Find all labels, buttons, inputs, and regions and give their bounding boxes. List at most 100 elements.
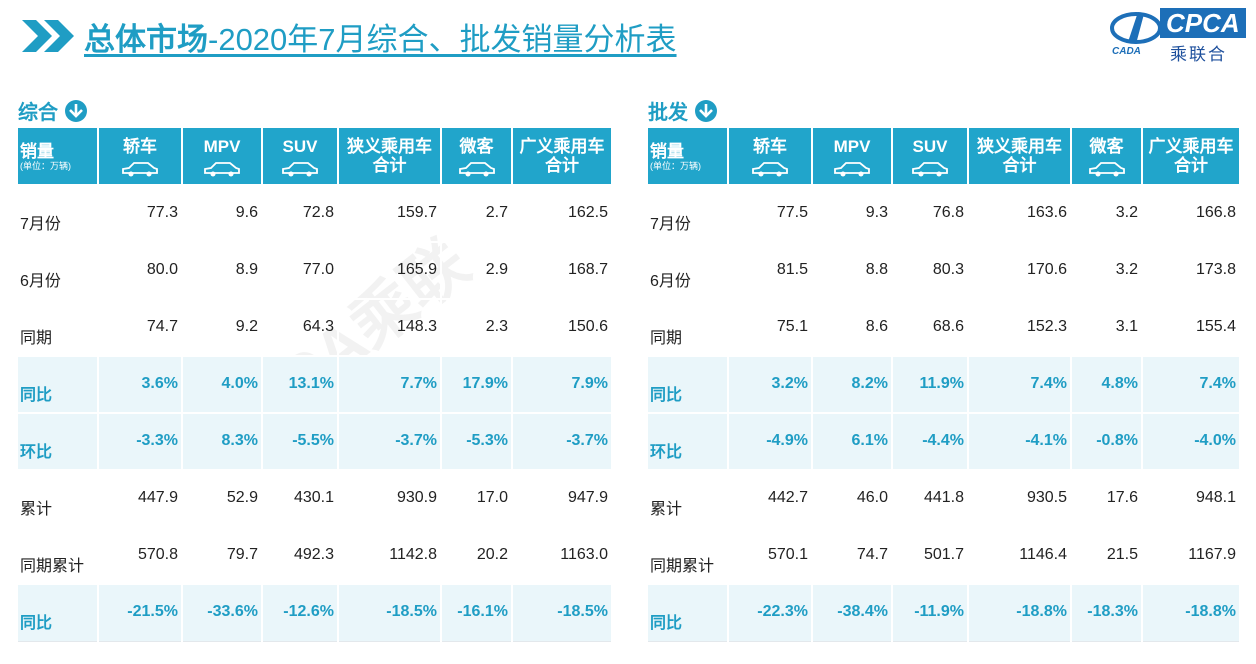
cell: -18.3% <box>1071 583 1143 642</box>
header-line: 狭义乘用车 <box>977 137 1062 156</box>
header-text: SUV <box>893 137 967 156</box>
data-row: 累计 447.9 52.9 430.1 930.9 17.0 947.9 <box>18 469 613 528</box>
cell: 75.1 <box>728 298 813 357</box>
column-header: 微客 <box>441 128 513 185</box>
cell: 77.5 <box>728 184 813 243</box>
column-header: MPV <box>182 128 263 185</box>
cell: 168.7 <box>512 241 613 300</box>
data-row: 环比 -3.3% 8.3% -5.5% -3.7% -5.3% -3.7% <box>18 412 613 471</box>
data-row: 7月份 77.5 9.3 76.8 163.6 3.2 166.8 <box>648 184 1241 243</box>
header-text: 微客 <box>442 137 511 156</box>
cell: 442.7 <box>728 469 813 528</box>
cell: 8.9 <box>182 241 263 300</box>
cell: 3.6% <box>98 355 183 414</box>
logo-mark <box>1110 12 1162 44</box>
header-text: SUV <box>263 137 337 156</box>
cell: -33.6% <box>182 583 263 642</box>
row-label: 同比 <box>18 583 99 642</box>
cell: 1167.9 <box>1142 526 1241 585</box>
column-header: 微客 <box>1071 128 1143 185</box>
cell: 3.2 <box>1071 241 1143 300</box>
cell: 4.0% <box>182 355 263 414</box>
cell: 948.1 <box>1142 469 1241 528</box>
header-line: 合计 <box>1174 156 1208 175</box>
column-header: 轿车 <box>98 128 183 185</box>
header-line: 微客 <box>1089 137 1124 156</box>
cell: 8.8 <box>812 241 893 300</box>
cell: 492.3 <box>262 526 339 585</box>
corner-cell: 销量 (单位：万辆) <box>648 128 729 185</box>
data-row: 6月份 81.5 8.8 80.3 170.6 3.2 173.8 <box>648 241 1241 300</box>
car-icon <box>458 162 495 177</box>
corner-label: 销量 <box>20 142 54 161</box>
car-icon <box>1088 162 1125 177</box>
header-line: 合计 <box>372 156 407 175</box>
row-label: 同期 <box>648 298 729 357</box>
cell: 76.8 <box>892 184 969 243</box>
cell: -3.3% <box>98 412 183 471</box>
header-line: SUV <box>912 137 948 156</box>
data-table: 销量 (单位：万辆) 轿车 MPV SUV 狭义乘用车 合计 微客 广义乘用车 合计 7月份 77.3… <box>18 128 613 642</box>
column-header: 轿车 <box>728 128 813 185</box>
header-line: MPV <box>203 137 241 156</box>
cell: 74.7 <box>812 526 893 585</box>
cell: 2.3 <box>441 298 513 357</box>
data-row: 环比 -4.9% 6.1% -4.4% -4.1% -0.8% -4.0% <box>648 412 1241 471</box>
cell: 17.9% <box>441 355 513 414</box>
section-label: 综合 <box>18 96 88 125</box>
section-label: 批发 <box>648 96 718 125</box>
cell: 13.1% <box>262 355 339 414</box>
column-header: 狭义乘用车 合计 <box>338 128 442 185</box>
row-label: 同比 <box>648 355 729 414</box>
cell: 7.9% <box>512 355 613 414</box>
cell: 2.9 <box>441 241 513 300</box>
header-text: 狭义乘用车 合计 <box>339 137 440 175</box>
cell: 3.1 <box>1071 298 1143 357</box>
cell: 166.8 <box>1142 184 1241 243</box>
cell: 3.2 <box>1071 184 1143 243</box>
cell: -18.5% <box>512 583 613 642</box>
row-label: 同期累计 <box>18 526 99 585</box>
cell: 163.6 <box>968 184 1072 243</box>
corner-label: 销量 <box>650 142 684 161</box>
header-line: MPV <box>833 137 871 156</box>
header-line: 微客 <box>459 137 494 156</box>
cell: 20.2 <box>441 526 513 585</box>
cell: -18.5% <box>338 583 442 642</box>
cell: -38.4% <box>812 583 893 642</box>
car-icon <box>204 162 240 177</box>
car-icon <box>282 162 318 177</box>
data-row: 同期 75.1 8.6 68.6 152.3 3.1 155.4 <box>648 298 1241 357</box>
cell: 3.2% <box>728 355 813 414</box>
cell: -3.7% <box>512 412 613 471</box>
data-row: 7月份 77.3 9.6 72.8 159.7 2.7 162.5 <box>18 184 613 243</box>
cell: 9.3 <box>812 184 893 243</box>
cell: 8.2% <box>812 355 893 414</box>
cell: 77.3 <box>98 184 183 243</box>
row-label: 同比 <box>648 583 729 642</box>
cell: 430.1 <box>262 469 339 528</box>
header-text: MPV <box>183 137 261 156</box>
cell: 46.0 <box>812 469 893 528</box>
data-row: 同比 3.2% 8.2% 11.9% 7.4% 4.8% 7.4% <box>648 355 1241 414</box>
unit-label: (单位：万辆) <box>20 161 71 171</box>
header-line: 轿车 <box>753 137 787 156</box>
cell: 173.8 <box>1142 241 1241 300</box>
row-label: 6月份 <box>648 241 729 300</box>
logo: CPCA 乘联合 CADA <box>1108 6 1248 64</box>
column-header: 狭义乘用车 合计 <box>968 128 1072 185</box>
cell: -4.9% <box>728 412 813 471</box>
car-icon <box>912 162 948 177</box>
cell: 930.5 <box>968 469 1072 528</box>
row-label: 累计 <box>648 469 729 528</box>
section-title: 批发 <box>648 102 688 124</box>
column-header: SUV <box>892 128 969 185</box>
car-icon <box>834 162 870 177</box>
cell: 170.6 <box>968 241 1072 300</box>
cell: 159.7 <box>338 184 442 243</box>
cell: 165.9 <box>338 241 442 300</box>
cell: -18.8% <box>968 583 1072 642</box>
header-text: 微客 <box>1072 137 1141 156</box>
title-bold: 总体市场 <box>84 22 208 57</box>
cell: 7.4% <box>968 355 1072 414</box>
